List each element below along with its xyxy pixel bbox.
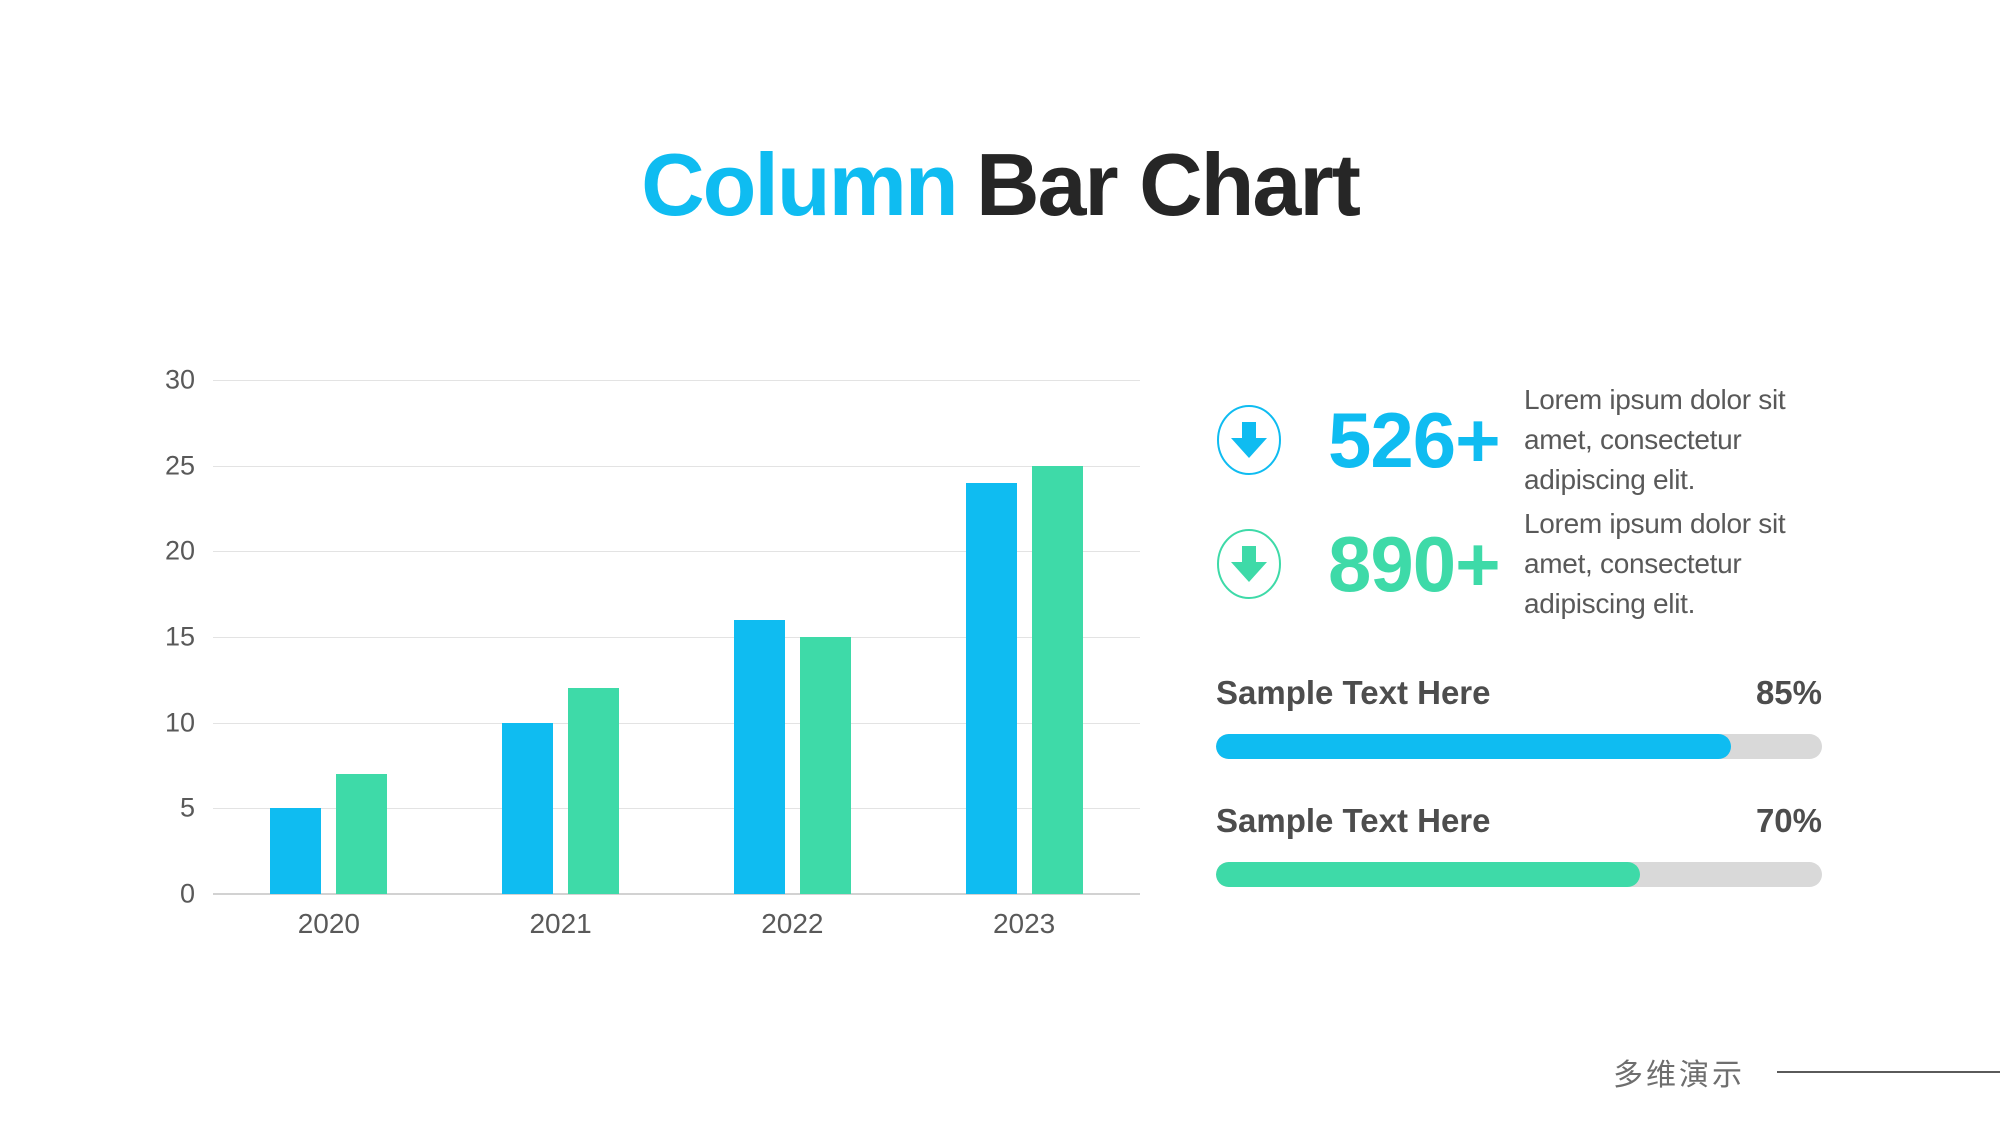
- y-axis-label: 10: [164, 707, 195, 738]
- title-rest: Bar Chart: [975, 135, 1361, 234]
- progress-head: Sample Text Here 70%: [1216, 800, 1822, 842]
- progress-percent: 85%: [1755, 674, 1822, 711]
- grid-line: [213, 722, 1140, 724]
- progress-percent: 70%: [1755, 802, 1822, 839]
- stat-description-line: adipiscing elit.: [1524, 588, 1696, 619]
- stats-panel: 526+ Lorem ipsum dolor sit amet, consect…: [1216, 384, 1826, 636]
- bar-chart-plot: 0 5 10 15 20 25 30 2020 2021 2022 2023: [165, 365, 1140, 939]
- progress-label: Sample Text Here: [1216, 674, 1491, 711]
- x-axis-label: 2022: [761, 908, 824, 939]
- grid-line: [213, 380, 1140, 381]
- stat-description-line: Lorem ipsum dolor sit: [1524, 384, 1786, 415]
- stat-description-line: adipiscing elit.: [1524, 464, 1696, 495]
- stat-value: 890+: [1328, 520, 1501, 608]
- bar-green-series-2022: [799, 637, 851, 894]
- grid-line: [213, 465, 1140, 467]
- progress-block-1: Sample Text Here 85%: [1216, 672, 1822, 759]
- progress-block-2: Sample Text Here 70%: [1216, 800, 1822, 887]
- down-arrow-circle-icon: [1216, 528, 1282, 600]
- x-axis-label: 2023: [992, 908, 1056, 939]
- y-axis-label: 25: [164, 450, 195, 481]
- stat-value: 526+: [1328, 396, 1501, 484]
- y-axis-label: 20: [164, 535, 195, 566]
- title-highlight: Column: [641, 135, 959, 234]
- stat-row-1: 526+ Lorem ipsum dolor sit amet, consect…: [1216, 384, 1826, 495]
- grid-line: [213, 637, 1140, 638]
- stat-row-2: 890+ Lorem ipsum dolor sit amet, consect…: [1216, 508, 1826, 619]
- watermark: 多维演示: [1613, 1050, 2000, 1094]
- stat-description-line: amet, consectetur: [1524, 424, 1742, 455]
- y-axis-label: 0: [179, 878, 195, 909]
- progress-label: Sample Text Here: [1216, 802, 1491, 839]
- y-axis-label: 5: [179, 792, 195, 823]
- bar-blue-series-2023: [965, 482, 1017, 894]
- stat-description-line: amet, consectetur: [1524, 548, 1742, 579]
- down-arrow-circle-icon: [1216, 404, 1282, 476]
- progress-track: [1216, 862, 1822, 887]
- watermark-text: 多维演示: [1613, 1059, 1745, 1092]
- y-axis-label: 30: [164, 364, 195, 395]
- bar-green-series-2020: [336, 774, 388, 894]
- progress-fill: [1216, 862, 1641, 887]
- stat-description-line: Lorem ipsum dolor sit: [1524, 508, 1786, 539]
- bar-blue-series-2020: [270, 808, 322, 894]
- grid-line: [213, 808, 1140, 810]
- bar-green-series-2023: [1031, 465, 1083, 894]
- bar-blue-series-2022: [733, 619, 785, 894]
- y-axis-label: 15: [164, 621, 195, 652]
- watermark-line: [1777, 1071, 2000, 1073]
- x-axis-label: 2021: [529, 908, 592, 939]
- stat-description: Lorem ipsum dolor sit amet, consectetur …: [1524, 380, 1786, 500]
- x-axis-label: 2020: [297, 908, 361, 939]
- grid-line: [213, 551, 1140, 553]
- bar-blue-series-2021: [502, 722, 554, 894]
- progress-track: [1216, 734, 1822, 759]
- progress-head: Sample Text Here 85%: [1216, 672, 1822, 714]
- page-title: Column Bar Chart: [0, 134, 2000, 235]
- bar-green-series-2021: [568, 688, 620, 894]
- stat-description: Lorem ipsum dolor sit amet, consectetur …: [1524, 504, 1786, 624]
- progress-fill: [1216, 734, 1732, 759]
- x-axis-line: [213, 893, 1140, 895]
